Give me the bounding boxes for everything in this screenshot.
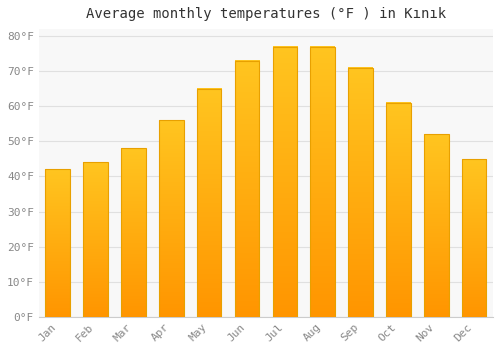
Bar bbox=[159, 120, 184, 317]
Bar bbox=[424, 134, 448, 317]
Bar bbox=[348, 68, 373, 317]
Bar bbox=[386, 103, 410, 317]
Bar bbox=[84, 162, 108, 317]
Bar bbox=[462, 159, 486, 317]
Bar bbox=[310, 47, 335, 317]
Bar bbox=[121, 148, 146, 317]
Bar bbox=[197, 89, 222, 317]
Bar bbox=[272, 47, 297, 317]
Title: Average monthly temperatures (°F ) in Kınık: Average monthly temperatures (°F ) in Kı… bbox=[86, 7, 446, 21]
Bar bbox=[46, 169, 70, 317]
Bar bbox=[234, 61, 260, 317]
